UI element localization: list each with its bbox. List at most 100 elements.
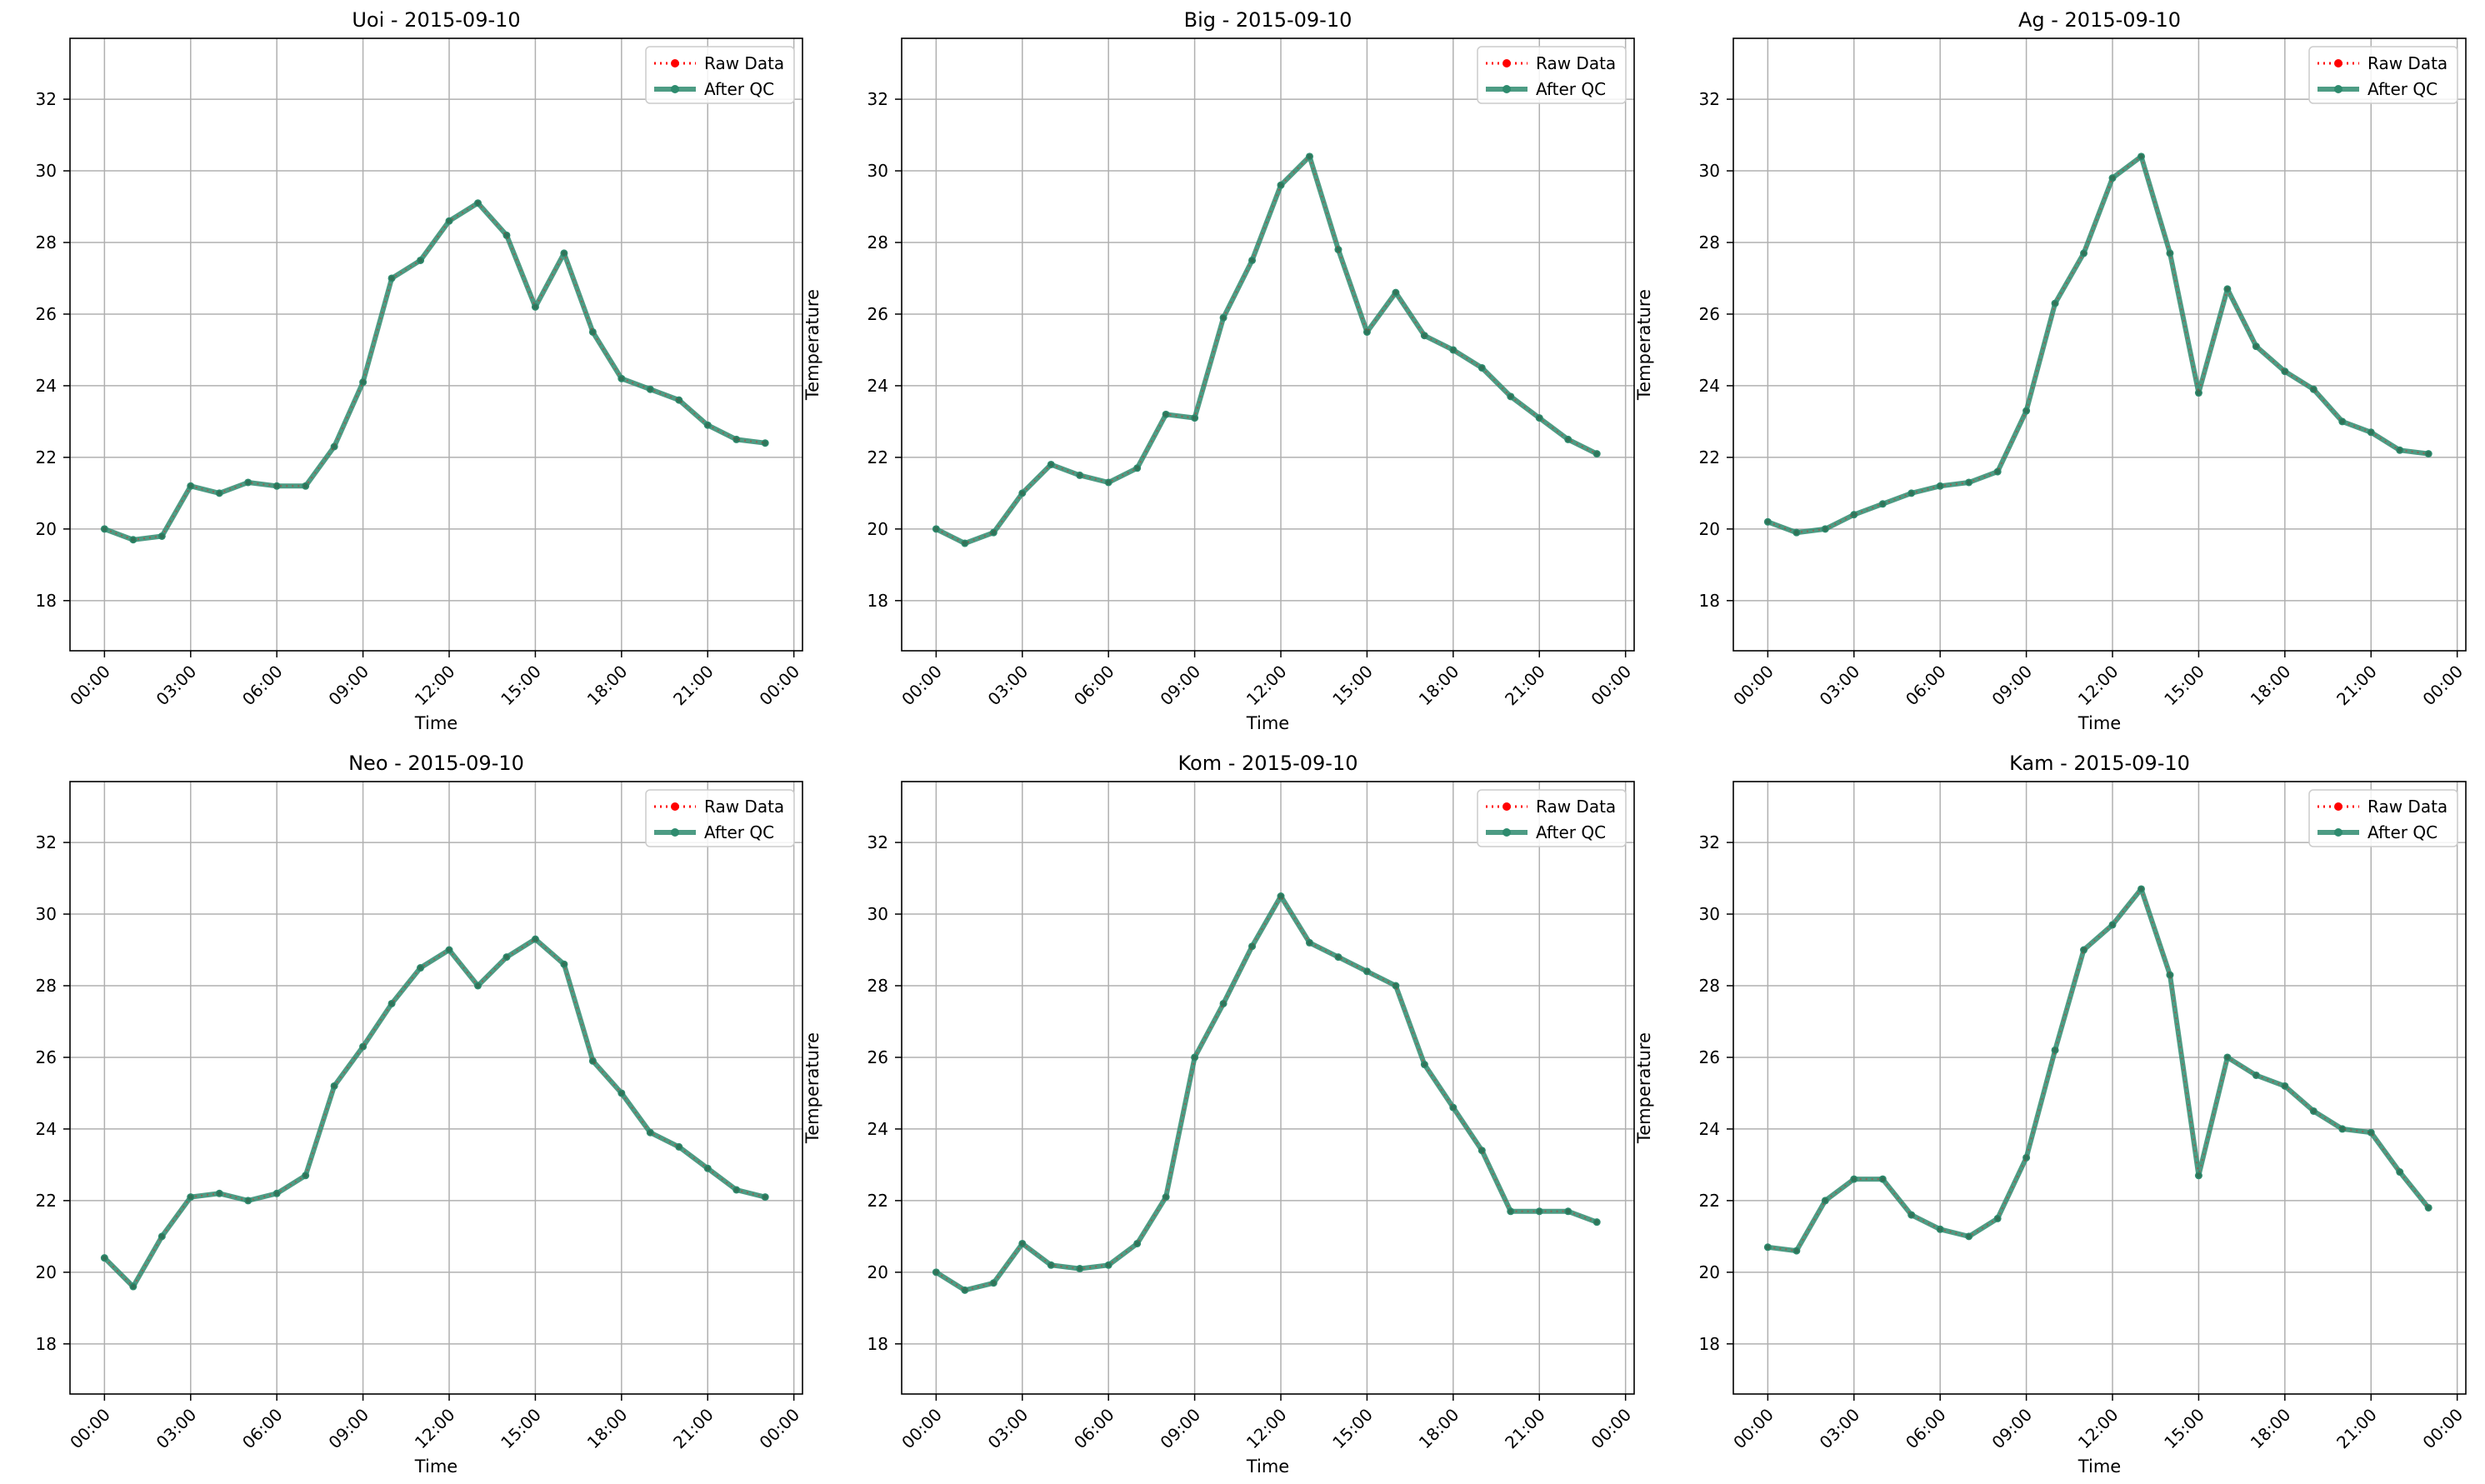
point-raw-data [418,965,423,971]
point-raw-data [159,533,165,539]
point-raw-data [1508,1208,1513,1214]
point-raw-data [733,1187,739,1192]
point-raw-data [475,200,481,206]
point-raw-data [1765,1244,1771,1250]
point-raw-data [2081,250,2087,256]
subplot-kom: Kom - 2015-09-10 18 20 22 24 26 28 30 32 00:00 03:… [802,752,1635,1477]
point-raw-data [2052,1047,2058,1053]
point-raw-data [532,937,538,942]
point-raw-data [933,1269,939,1275]
y-tick-label: 18 [36,591,57,611]
chart-title: Neo - 2015-09-10 [348,752,524,775]
y-tick-label: 26 [1699,1047,1720,1067]
point-raw-data [2110,922,2116,927]
legend-label-after-qc: After QC [1536,822,1606,842]
point-raw-data [1221,1001,1227,1007]
point-raw-data [676,397,682,403]
x-tick-label: 12:00 [2074,1405,2122,1453]
x-tick-label: 21:00 [1501,662,1549,710]
chart-title: Uoi - 2015-09-10 [352,8,520,32]
x-tick-label: 15:00 [497,662,545,710]
y-tick-label: 28 [1699,232,1720,252]
axes-frame [69,37,803,652]
point-raw-data [2167,972,2172,978]
axes-frame [901,37,1635,652]
y-axis-label: Temperature [802,289,822,401]
point-raw-data [618,376,624,382]
point-raw-data [561,962,567,967]
legend-marker-after-qc [671,828,679,837]
x-tick-label: 00:00 [66,662,114,710]
point-raw-data [1537,415,1542,421]
point-raw-data [1822,526,1828,532]
x-tick-label: 03:00 [984,662,1032,710]
legend-label-raw-data: Raw Data [2368,53,2448,73]
point-raw-data [1851,1177,1857,1182]
point-raw-data [1450,1105,1456,1111]
x-tick-label: 03:00 [1816,662,1864,710]
axes-frame [1732,37,2467,652]
y-tick-label: 32 [868,89,888,109]
x-tick-label: 12:00 [411,1405,459,1453]
point-raw-data [1565,1208,1571,1214]
point-raw-data [217,490,222,496]
y-tick-label: 30 [868,161,888,181]
x-tick-label: 00:00 [66,1405,114,1453]
legend-marker-after-qc [1502,85,1511,93]
y-tick-label: 28 [36,232,57,252]
legend-marker-raw-data [2334,59,2342,67]
x-tick-label: 15:00 [2160,1405,2208,1453]
point-raw-data [302,1172,308,1178]
point-raw-data [1880,1177,1886,1182]
y-tick-label: 30 [1699,161,1720,181]
point-raw-data [2138,153,2144,159]
point-raw-data [1335,247,1341,252]
legend-marker-after-qc [1502,828,1511,837]
point-raw-data [733,437,739,442]
point-raw-data [762,1194,768,1200]
point-raw-data [2138,886,2144,892]
x-tick-label: 21:00 [2332,662,2381,710]
x-tick-label: 06:00 [1902,662,1950,710]
y-tick-label: 22 [1699,447,1720,467]
point-raw-data [2397,1169,2402,1175]
x-tick-label: 09:00 [1156,1405,1204,1453]
point-raw-data [1163,1194,1169,1200]
series-line-raw-data [103,937,766,1288]
point-raw-data [1450,347,1456,352]
point-raw-data [1765,519,1771,525]
x-tick-label: 18:00 [583,662,632,710]
point-raw-data [188,483,193,489]
x-tick-label: 21:00 [669,662,718,710]
point-raw-data [1307,940,1312,946]
point-raw-data [2081,947,2087,953]
x-tick-label: 00:00 [1587,1405,1635,1453]
point-raw-data [2196,1172,2202,1178]
x-tick-label: 21:00 [1501,1405,1549,1453]
point-raw-data [2339,418,2345,424]
y-tick-label: 20 [1699,1262,1720,1282]
x-tick-label: 15:00 [2160,662,2208,710]
y-tick-label: 22 [36,1191,57,1211]
y-tick-label: 32 [36,832,57,852]
axes-frame [69,781,803,1395]
point-raw-data [933,526,939,532]
x-axis-label: Time [1246,1457,1289,1477]
point-raw-data [1077,1266,1082,1272]
point-raw-data [418,257,423,263]
point-raw-data [1278,182,1284,188]
point-raw-data [1249,257,1255,263]
point-raw-data [991,530,997,536]
legend-marker-raw-data [671,59,679,67]
y-tick-label: 28 [868,976,888,996]
legend-marker-after-qc [2334,85,2342,93]
y-tick-label: 32 [1699,89,1720,109]
point-raw-data [2426,451,2432,457]
y-tick-label: 32 [868,832,888,852]
point-raw-data [1163,412,1169,417]
y-tick-label: 24 [868,376,888,396]
y-tick-label: 32 [36,89,57,109]
point-raw-data [648,387,653,392]
point-raw-data [1221,315,1227,321]
